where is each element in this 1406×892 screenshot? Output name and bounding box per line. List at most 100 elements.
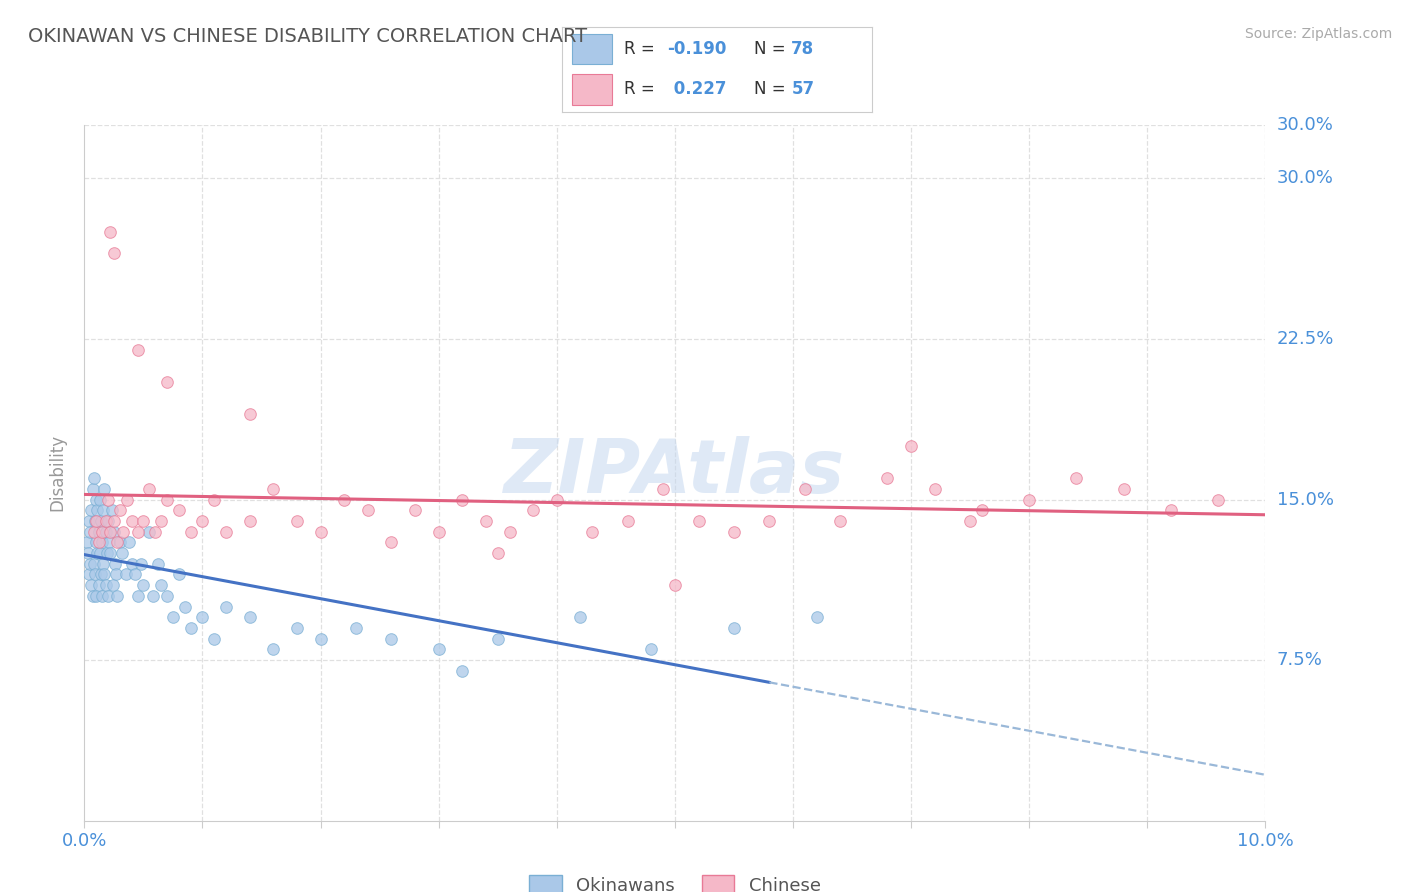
Point (309, 524, 332, 539)
Text: R =: R = (624, 80, 661, 98)
Point (100, 503, 122, 517)
Point (1018, 492, 1040, 507)
Point (146, 557, 169, 571)
Point (239, 610, 262, 624)
Point (173, 599, 195, 614)
Point (427, 642, 450, 657)
Point (285, 514, 308, 528)
Point (202, 492, 225, 507)
Point (98, 535, 121, 549)
Point (970, 503, 993, 517)
Point (94, 578, 117, 592)
Point (1206, 492, 1229, 507)
Point (114, 567, 136, 582)
Point (156, 375, 179, 389)
Point (89, 546, 111, 560)
Point (118, 535, 141, 549)
Point (77, 546, 100, 560)
Point (121, 557, 143, 571)
Point (616, 514, 638, 528)
Point (167, 503, 190, 517)
Point (138, 482, 160, 496)
Point (451, 492, 474, 507)
Point (79, 557, 101, 571)
Point (215, 524, 238, 539)
Point (652, 482, 675, 496)
Point (138, 524, 160, 539)
Point (475, 514, 498, 528)
Point (150, 578, 173, 592)
Point (404, 503, 426, 517)
Point (101, 578, 124, 592)
Point (959, 514, 981, 528)
Point (121, 514, 143, 528)
Point (688, 514, 710, 528)
Point (82, 482, 104, 496)
Point (76, 535, 98, 549)
Point (486, 632, 509, 646)
Point (309, 632, 332, 646)
Point (91, 589, 114, 603)
Point (581, 524, 603, 539)
Point (143, 524, 166, 539)
Point (127, 589, 149, 603)
Point (191, 610, 214, 624)
Point (215, 599, 238, 614)
Point (103, 514, 125, 528)
Point (97, 514, 120, 528)
FancyBboxPatch shape (572, 74, 612, 104)
Point (77, 514, 100, 528)
Point (90, 567, 112, 582)
Point (132, 578, 155, 592)
Point (84, 589, 107, 603)
Text: N =: N = (754, 40, 792, 58)
Point (167, 567, 190, 582)
Point (94, 524, 117, 539)
Point (333, 492, 356, 507)
Point (380, 535, 402, 549)
Text: Source: ZipAtlas.com: Source: ZipAtlas.com (1244, 27, 1392, 41)
Point (180, 524, 202, 539)
Point (664, 578, 686, 592)
Point (91, 503, 114, 517)
Point (112, 524, 135, 539)
Point (80, 503, 103, 517)
Point (80, 578, 103, 592)
Text: OKINAWAN VS CHINESE DISABILITY CORRELATION CHART: OKINAWAN VS CHINESE DISABILITY CORRELATI… (28, 27, 588, 45)
Text: ZIPAtlas: ZIPAtlas (505, 436, 845, 509)
Point (98, 524, 121, 539)
Text: R =: R = (624, 40, 661, 58)
Text: 22.5%: 22.5% (1277, 330, 1334, 348)
Point (162, 610, 184, 624)
Point (84, 567, 107, 582)
Point (94, 514, 117, 528)
Point (357, 503, 380, 517)
Point (262, 642, 284, 657)
Point (84, 535, 107, 549)
Point (84, 514, 107, 528)
Point (108, 503, 131, 517)
Point (806, 610, 828, 624)
Point (546, 492, 568, 507)
Text: 15.0%: 15.0% (1277, 491, 1333, 508)
Point (105, 567, 128, 582)
Point (900, 439, 922, 453)
Point (93, 567, 115, 582)
Text: 7.5%: 7.5% (1277, 651, 1323, 669)
Point (82, 589, 104, 603)
Point (202, 632, 225, 646)
Point (124, 567, 146, 582)
Point (86, 546, 108, 560)
Point (79, 524, 101, 539)
Point (83, 557, 105, 571)
Text: -0.190: -0.190 (668, 40, 727, 58)
Point (640, 642, 662, 657)
Point (180, 621, 202, 635)
Y-axis label: Disability: Disability (48, 434, 66, 511)
FancyBboxPatch shape (572, 34, 612, 64)
Point (156, 492, 179, 507)
Point (344, 621, 367, 635)
Point (87, 578, 110, 592)
Point (285, 621, 308, 635)
Point (522, 503, 544, 517)
